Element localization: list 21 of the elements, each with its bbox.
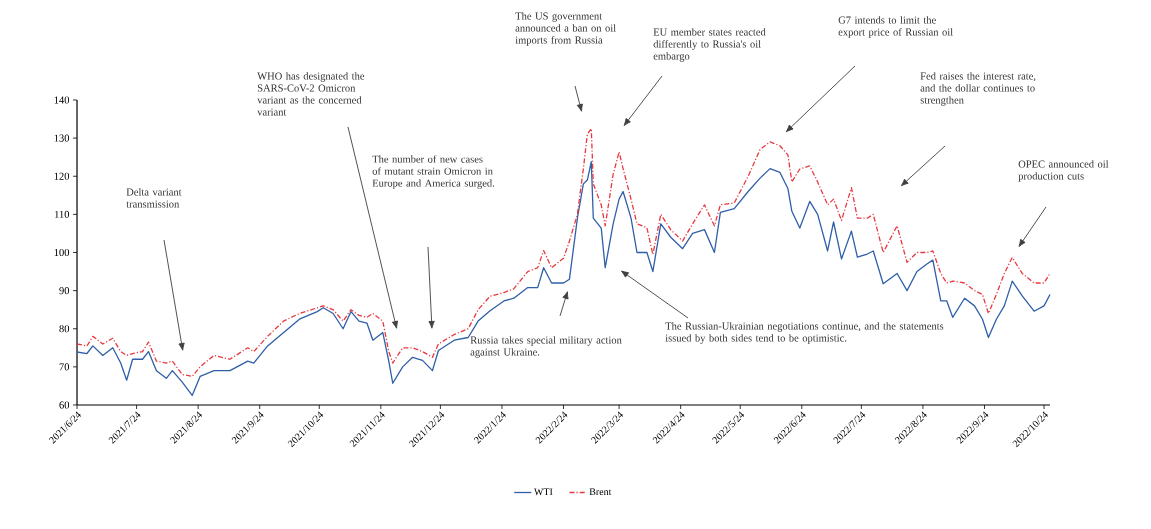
y-tick-label: 90 — [59, 287, 70, 295]
y-tick-label: 140 — [54, 96, 70, 104]
annotation: OPEC announced oil production cuts — [1018, 160, 1109, 182]
y-tick-label: 100 — [54, 248, 70, 257]
y-tick-label: 60 — [59, 401, 70, 409]
legend-label: Brent — [589, 488, 612, 496]
annotation: Russia takes special military action against Ukraine. — [470, 336, 622, 358]
annotation: The number of new cases of mutant strain Omicron in Europe and America surged. — [372, 155, 495, 189]
annotation: Delta variant transmission — [126, 188, 182, 208]
text: EU member states reacted differently to Russia's oil embargo — [653, 28, 766, 62]
y-tick-label: 70 — [59, 363, 70, 371]
y-tick-label: 80 — [59, 325, 70, 333]
annotation: Fed raises the interest rate, and the dollar continues to strengthen — [920, 72, 1036, 106]
legend-label: WTI — [533, 488, 553, 496]
text: G7 intends to limit the export price of Russian oil — [838, 16, 953, 38]
y-tick-label: 120 — [54, 172, 70, 180]
y-tick-label: 110 — [55, 210, 70, 218]
annotation: The Russian-Ukrainian negotiations continue, and the statements issued by both sides tend to be optimistic. — [665, 322, 944, 344]
text: The US government announced a ban on oil imports from Russia — [515, 12, 616, 46]
annotation: WHO has designated the SARS-CoV-2 Omicron variant as the concerned variant — [257, 72, 365, 116]
y-tick-label: 130 — [54, 134, 70, 142]
